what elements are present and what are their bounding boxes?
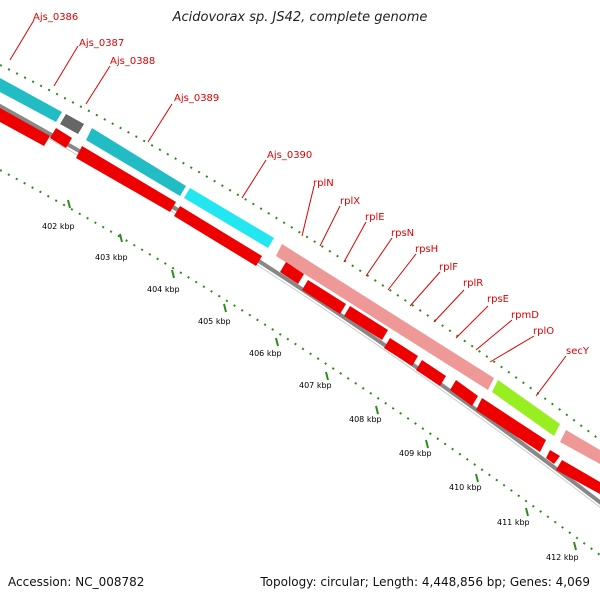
gene-label: Ajs_0387 (79, 38, 124, 49)
gene-label: rpsE (487, 294, 509, 305)
gene-block-rpl-cluster (276, 244, 494, 390)
tick-label: 404 kbp (147, 285, 180, 294)
tick-label: 409 kbp (399, 449, 432, 458)
tick-label: 403 kbp (95, 253, 128, 262)
gene-label: rpmD (511, 310, 539, 321)
gene-label: Ajs_0388 (110, 56, 155, 67)
tick-label: 408 kbp (349, 415, 382, 424)
ruler-ticks (67, 199, 577, 551)
topology-text: Topology: circular; Length: 4,448,856 bp… (260, 575, 590, 589)
gene-block-next (560, 430, 600, 464)
tick-label: 412 kbp (546, 553, 579, 562)
map-title: Acidovorax sp. JS42, complete genome (172, 10, 428, 25)
tick-label: 407 kbp (299, 381, 332, 390)
inner-ruler (0, 169, 600, 556)
tick-label: 411 kbp (497, 518, 530, 527)
gene-label: Ajs_0389 (174, 93, 219, 104)
gene-label: Ajs_0386 (33, 12, 78, 23)
gene-label: rplN (313, 178, 334, 189)
tick-labels: 402 kbp 403 kbp 404 kbp 405 kbp 406 kbp … (42, 222, 579, 562)
gene-labels: Ajs_0386 Ajs_0387 Ajs_0388 Ajs_0389 Ajs_… (33, 12, 590, 357)
gene-label: rplR (463, 278, 483, 289)
feature-band-lower (0, 108, 600, 494)
tick-label: 406 kbp (249, 349, 282, 358)
gene-block-secy (492, 380, 560, 436)
gene-label: secY (566, 346, 590, 357)
backbone (0, 103, 600, 508)
gene-label: rplO (533, 326, 554, 337)
accession-text: Accession: NC_008782 (8, 575, 145, 589)
gene-block-ajs0390 (184, 188, 274, 248)
feature-band-upper (0, 78, 600, 464)
gene-label: rplF (439, 262, 458, 273)
tick-label: 405 kbp (198, 317, 231, 326)
gene-block-ajs0387 (60, 114, 84, 134)
gene-block-ajs0389 (86, 128, 186, 196)
gene-label: Ajs_0390 (267, 150, 312, 161)
gene-label: rplX (340, 196, 360, 207)
tick-label: 402 kbp (42, 222, 75, 231)
callout-lines (9, 19, 567, 397)
gene-block-ajs0386 (0, 78, 62, 122)
gene-label: rpsH (415, 244, 438, 255)
gene-label: rpsN (391, 228, 414, 239)
gene-label: rplE (365, 212, 385, 223)
tick-label: 410 kbp (449, 483, 482, 492)
